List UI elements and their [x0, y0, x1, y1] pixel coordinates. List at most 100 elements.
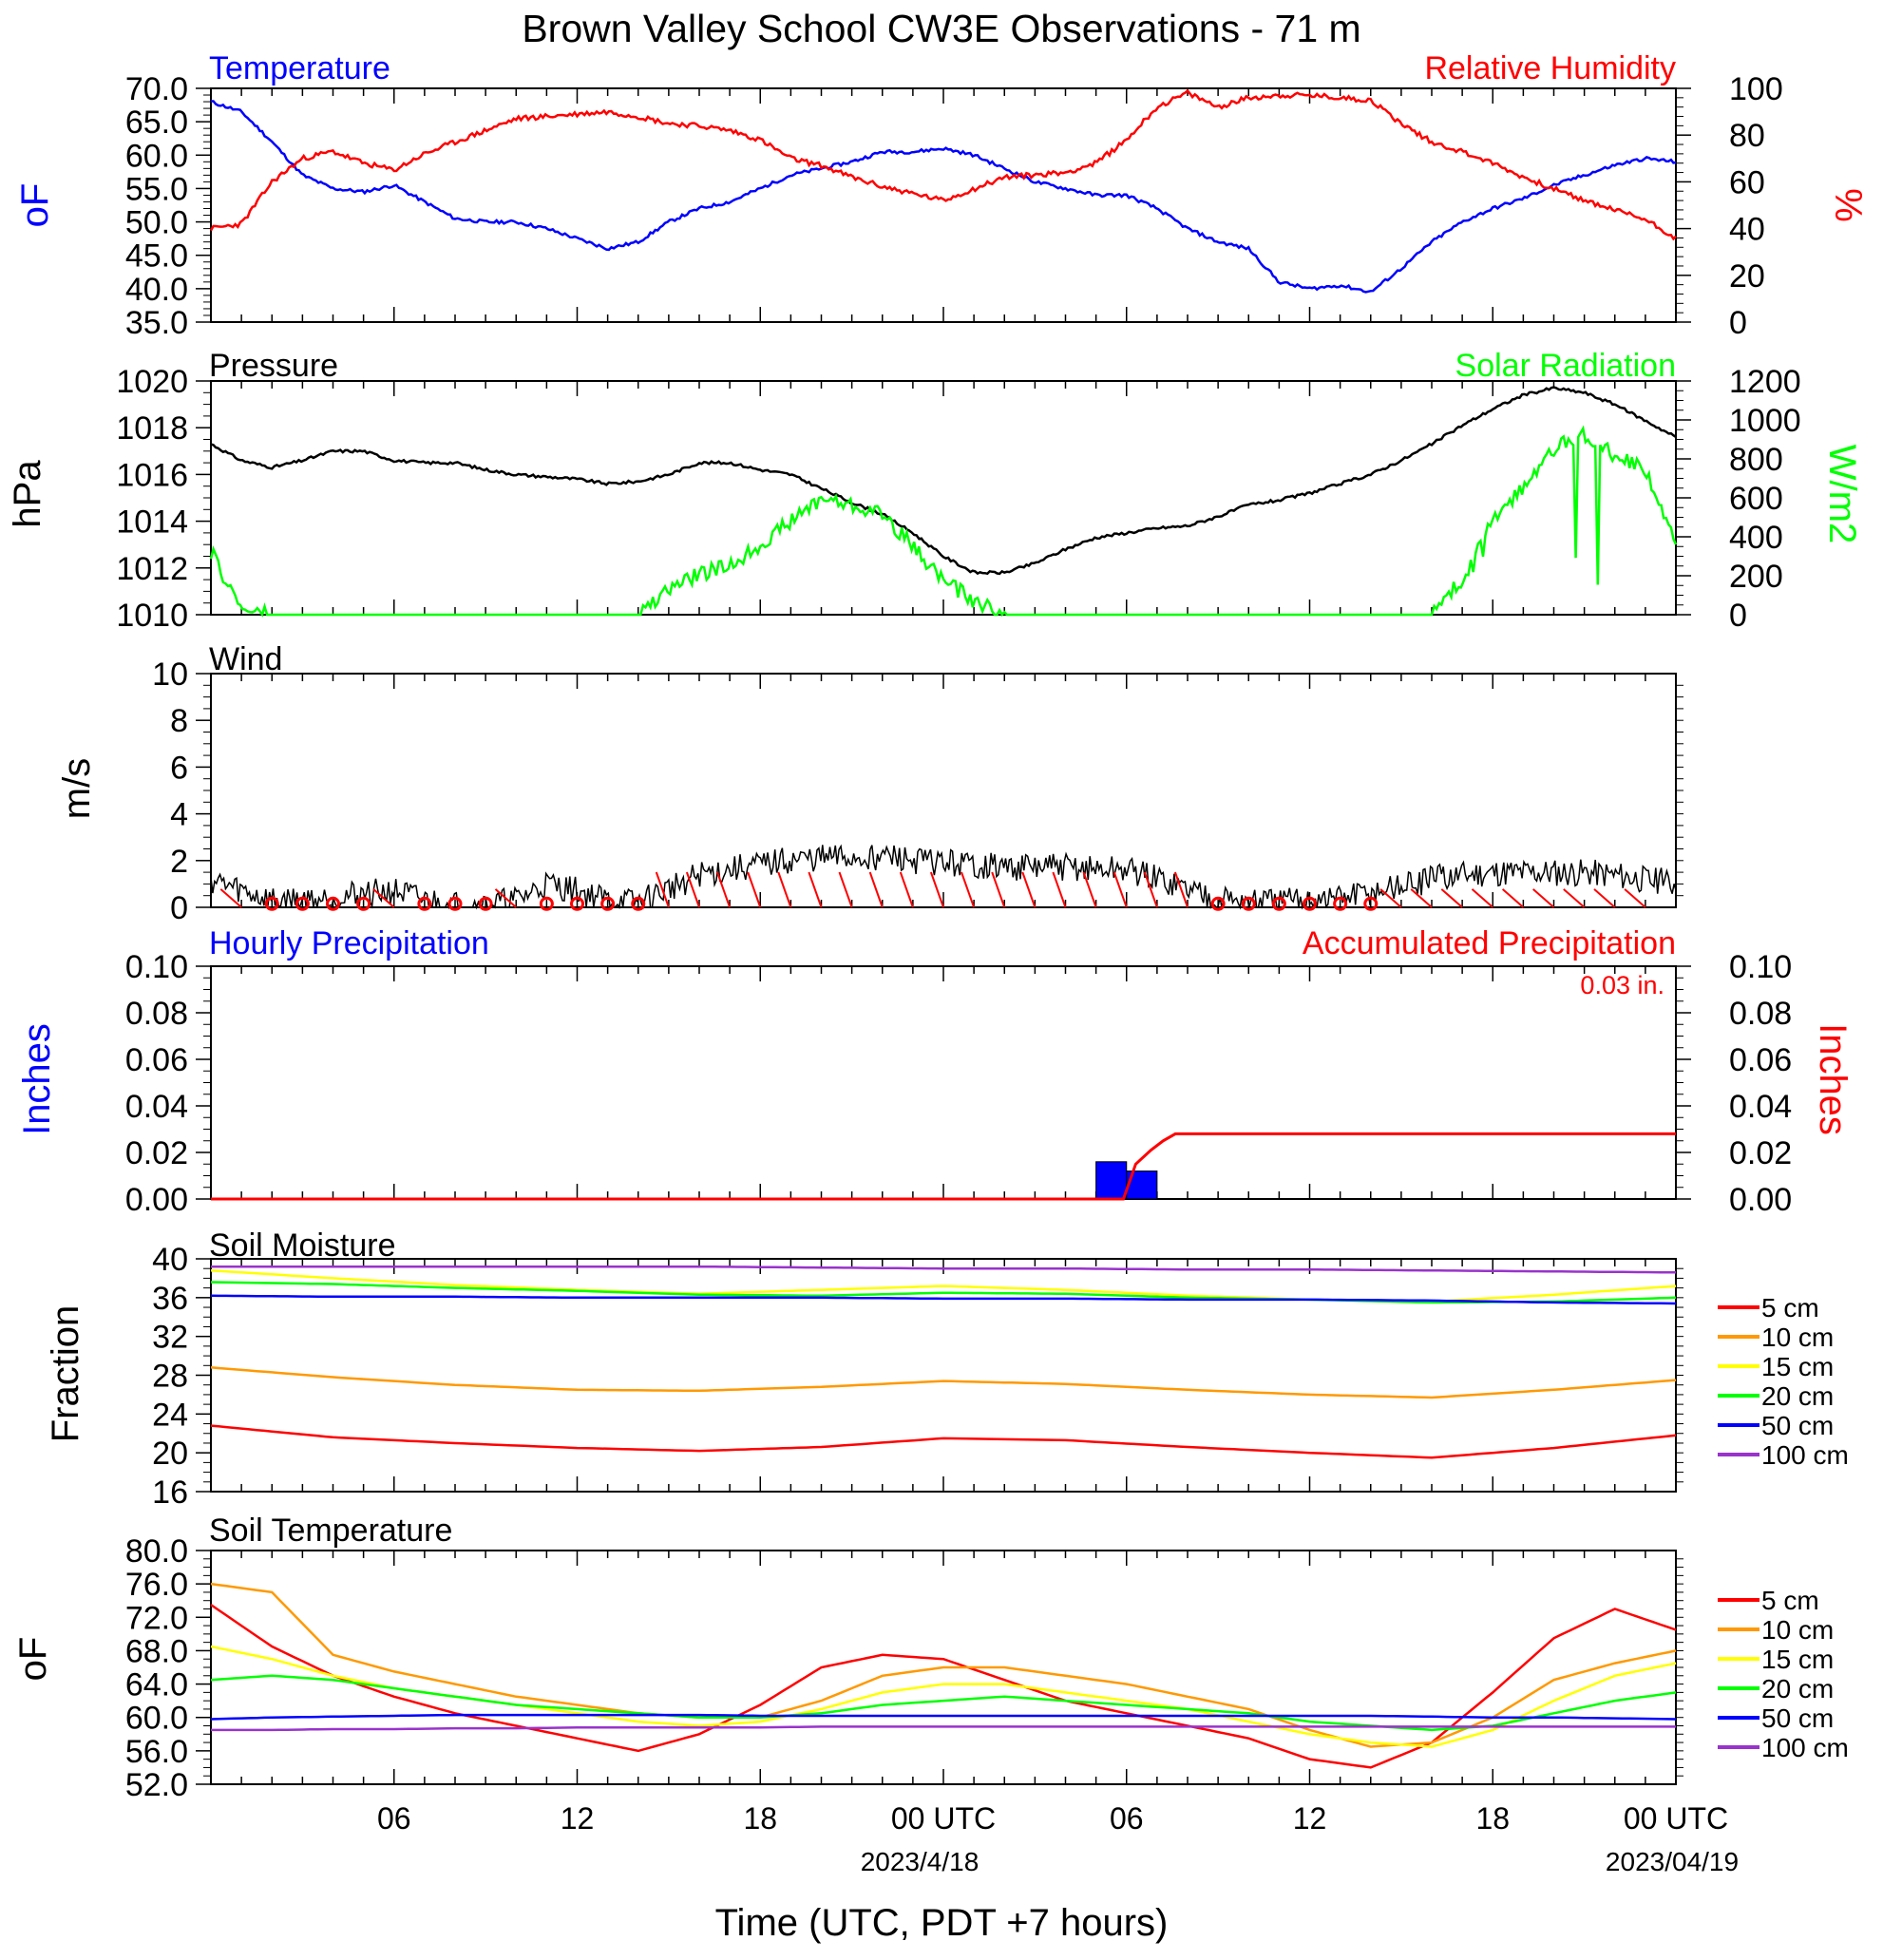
- wind-barb: [838, 871, 853, 908]
- rh-tick-label: 0: [1729, 305, 1747, 341]
- soil-moisture-title: Soil Moisture: [209, 1227, 396, 1264]
- wind-barb: [494, 888, 517, 908]
- sm-legend-label: 20 cm: [1761, 1381, 1834, 1411]
- wind-barb: [219, 888, 242, 908]
- calm-wind-marker: [1271, 896, 1286, 911]
- soil-temperature-line-50cm: [210, 1713, 1677, 1721]
- solar-tick-label: 600: [1729, 481, 1783, 517]
- precip-right-tick-label: 0.10: [1729, 949, 1792, 985]
- st-ticks: 80.076.072.068.064.060.056.052.0: [125, 1533, 211, 1803]
- wind-barb: [808, 871, 823, 908]
- calm-wind-marker: [295, 896, 310, 911]
- solar-tick-label: 1200: [1729, 364, 1801, 400]
- calm-wind-marker: [264, 896, 279, 911]
- x-tick-label: 00 UTC: [891, 1801, 996, 1836]
- st-legend-label: 50 cm: [1761, 1703, 1834, 1733]
- wind-tick-label: 10: [152, 657, 188, 693]
- wind-ticks: 10 8 6 4 2 0: [152, 657, 211, 926]
- calm-wind-marker: [1241, 896, 1256, 911]
- hourly-precip-title: Hourly Precipitation: [209, 925, 489, 961]
- panel-soil-moisture: Soil Moisture Fraction: [45, 1227, 396, 1442]
- wind-barb: [372, 888, 395, 908]
- pres-tick-label: 1012: [116, 551, 188, 587]
- calm-wind-marker: [356, 896, 371, 911]
- panel-precipitation: Hourly Precipitation Accumulated Precipi…: [16, 925, 1854, 1135]
- soil-moisture-line-20cm: [210, 1281, 1677, 1304]
- st-tick-label: 72.0: [125, 1600, 188, 1636]
- hourly-precip-bar: [1095, 1161, 1128, 1200]
- calm-wind-marker: [1363, 896, 1379, 911]
- wind-barb: [716, 871, 732, 908]
- soil-moisture-line-100cm: [211, 1265, 1677, 1274]
- sm-tick-label: 28: [152, 1359, 188, 1395]
- calm-wind-marker: [326, 896, 340, 911]
- wind-barb: [777, 871, 792, 908]
- temp-tick-label: 45.0: [125, 238, 188, 275]
- wind-barb: [991, 871, 1006, 908]
- pressure-unit: hPa: [7, 460, 48, 528]
- st-tick-label: 64.0: [125, 1667, 188, 1703]
- panel-temperature-humidity: Temperature Relative Humidity oF %: [14, 50, 1869, 227]
- x-axis: 2023/4/18 2023/04/19 Time (UTC, PDT +7 h…: [715, 1847, 1739, 1944]
- precip-left-tick-label: 0.08: [125, 996, 188, 1032]
- wind-barb: [1379, 888, 1402, 908]
- x-tick-label: 18: [743, 1801, 777, 1836]
- calm-wind-marker: [447, 896, 463, 911]
- precip-right-tick-label: 0.08: [1729, 996, 1792, 1032]
- wind-barb: [1440, 888, 1463, 908]
- temperature-line: [211, 100, 1677, 294]
- x-tick-label: 00 UTC: [1624, 1801, 1728, 1836]
- sm-legend-label: 15 cm: [1761, 1352, 1834, 1381]
- solar-tick-label: 0: [1729, 598, 1747, 634]
- wind-tick-label: 2: [170, 844, 188, 880]
- temp-tick-label: 50.0: [125, 205, 188, 241]
- precip-right-tick-label: 0.06: [1729, 1042, 1792, 1078]
- pres-ticks: 1020 1018 1016 1014 1012 1010: [116, 364, 211, 634]
- rh-tick-label: 100: [1729, 71, 1783, 107]
- wind-barb: [685, 871, 700, 908]
- sm-tick-label: 16: [152, 1475, 188, 1511]
- date-label-1: 2023/4/18: [861, 1847, 980, 1876]
- pres-tick-label: 1018: [116, 410, 188, 447]
- soil-moisture-line-50cm: [210, 1294, 1677, 1305]
- precip-left-tick-label: 0.10: [125, 949, 188, 985]
- wind-barb: [1471, 888, 1493, 908]
- chart-title: Brown Valley School CW3E Observations - …: [522, 7, 1360, 50]
- wind-barb: [1532, 888, 1555, 908]
- st-tick-label: 56.0: [125, 1734, 188, 1770]
- sm-legend-label: 10 cm: [1761, 1323, 1834, 1352]
- precip-right-tick-label: 0.02: [1729, 1135, 1792, 1171]
- pres-tick-label: 1010: [116, 598, 188, 634]
- wind-barb: [1410, 888, 1433, 908]
- wind-barb: [1501, 888, 1525, 908]
- pres-tick-label: 1016: [116, 457, 188, 493]
- temperature-title: Temperature: [209, 50, 390, 86]
- soil-temperature-title: Soil Temperature: [209, 1513, 452, 1549]
- humidity-title: Relative Humidity: [1424, 50, 1676, 86]
- wind-tick-label: 6: [170, 750, 188, 786]
- panel-soil-temperature: Soil Temperature oF: [12, 1513, 452, 1681]
- st-tick-label: 52.0: [125, 1767, 188, 1803]
- sm-tick-label: 24: [152, 1397, 188, 1433]
- wind-barb: [1624, 888, 1646, 908]
- wind-barb: [1113, 871, 1128, 908]
- precip-left-tick-label: 0.02: [125, 1135, 188, 1171]
- x-tick-label: 06: [1110, 1801, 1144, 1836]
- calm-wind-marker: [1333, 896, 1348, 911]
- hourly-precip-unit: Inches: [16, 1023, 58, 1135]
- wind-title: Wind: [209, 641, 282, 677]
- calm-wind-marker: [570, 896, 584, 911]
- soil-moisture-unit: Fraction: [45, 1305, 86, 1443]
- soil-temperature-line-10cm: [210, 1582, 1677, 1748]
- humidity-line: [209, 88, 1677, 241]
- temp-tick-label: 55.0: [125, 171, 188, 207]
- accum-precip-title: Accumulated Precipitation: [1303, 925, 1676, 961]
- precip-left-tick-label: 0.04: [125, 1089, 188, 1125]
- calm-wind-marker: [631, 896, 646, 911]
- temp-tick-label: 70.0: [125, 71, 188, 107]
- wind-barb: [1173, 871, 1189, 908]
- solar-tick-label: 200: [1729, 559, 1783, 595]
